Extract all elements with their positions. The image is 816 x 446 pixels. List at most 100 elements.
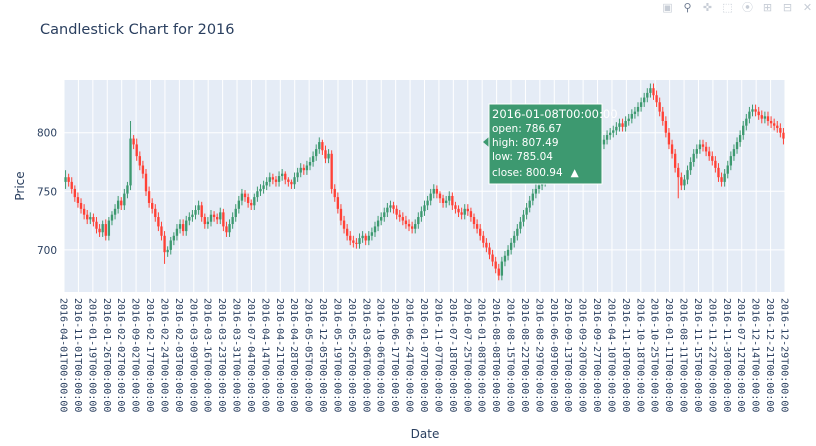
candle[interactable]: [287, 177, 290, 187]
candle[interactable]: [67, 173, 70, 187]
candle[interactable]: [751, 104, 754, 117]
candle[interactable]: [98, 224, 101, 237]
candle[interactable]: [116, 195, 120, 214]
zoom-out-icon[interactable]: ⊟: [782, 0, 793, 14]
candle[interactable]: [178, 219, 182, 234]
candle[interactable]: [129, 120, 132, 191]
candle[interactable]: [86, 210, 89, 225]
candle[interactable]: [395, 205, 398, 220]
candle[interactable]: [259, 184, 262, 196]
candle[interactable]: [698, 139, 702, 154]
candle[interactable]: [290, 179, 293, 189]
candle[interactable]: [141, 160, 145, 179]
candle[interactable]: [398, 210, 401, 222]
candle[interactable]: [621, 118, 624, 132]
candle[interactable]: [503, 251, 507, 267]
candle[interactable]: [704, 142, 708, 157]
candle[interactable]: [104, 219, 107, 241]
candle[interactable]: [308, 157, 312, 171]
candle[interactable]: [389, 200, 392, 213]
candle[interactable]: [677, 163, 680, 199]
candle[interactable]: [766, 111, 770, 126]
candle[interactable]: [426, 195, 429, 211]
candle[interactable]: [79, 198, 83, 214]
candle[interactable]: [181, 219, 185, 236]
candle[interactable]: [228, 219, 231, 237]
candle[interactable]: [92, 213, 95, 227]
candle[interactable]: [209, 210, 213, 227]
candle[interactable]: [485, 238, 488, 253]
candle[interactable]: [420, 206, 423, 222]
candle[interactable]: [113, 204, 117, 220]
candle[interactable]: [166, 246, 169, 257]
candle[interactable]: [315, 144, 318, 161]
candle[interactable]: [779, 123, 782, 138]
candle[interactable]: [265, 177, 268, 191]
candle[interactable]: [268, 172, 271, 187]
candle[interactable]: [482, 231, 485, 248]
candle[interactable]: [448, 191, 451, 206]
candle[interactable]: [237, 195, 241, 214]
candle[interactable]: [132, 135, 135, 150]
candle[interactable]: [522, 210, 525, 227]
candle[interactable]: [352, 235, 355, 248]
candle[interactable]: [280, 169, 284, 181]
candle[interactable]: [754, 104, 757, 117]
candle[interactable]: [454, 201, 457, 214]
candle[interactable]: [414, 219, 417, 234]
candle[interactable]: [82, 204, 86, 220]
candle[interactable]: [225, 221, 228, 237]
candle[interactable]: [144, 169, 148, 196]
candle[interactable]: [203, 213, 206, 229]
candle[interactable]: [386, 202, 389, 218]
candle[interactable]: [191, 210, 194, 222]
candle[interactable]: [670, 139, 674, 159]
candle[interactable]: [296, 167, 299, 182]
candle[interactable]: [497, 263, 500, 281]
candle[interactable]: [655, 90, 658, 107]
candle[interactable]: [342, 215, 346, 234]
candle[interactable]: [708, 146, 711, 161]
candle[interactable]: [383, 207, 386, 222]
candle[interactable]: [745, 113, 748, 131]
candle[interactable]: [330, 150, 333, 194]
candle[interactable]: [284, 171, 287, 185]
candle[interactable]: [231, 212, 234, 229]
candle[interactable]: [160, 221, 163, 241]
candle[interactable]: [602, 135, 606, 150]
candle[interactable]: [64, 170, 67, 189]
candle[interactable]: [605, 130, 609, 145]
candle[interactable]: [361, 231, 364, 243]
candle[interactable]: [460, 207, 463, 220]
pan-icon[interactable]: ✜: [702, 0, 713, 14]
candle[interactable]: [355, 238, 358, 249]
candle[interactable]: [302, 164, 305, 175]
box-select-icon[interactable]: ⬚: [722, 0, 733, 14]
candle[interactable]: [311, 151, 315, 167]
candle[interactable]: [479, 224, 482, 241]
candle[interactable]: [327, 149, 330, 164]
candle[interactable]: [299, 163, 302, 178]
candle[interactable]: [147, 186, 151, 208]
candle[interactable]: [364, 233, 367, 246]
candle[interactable]: [441, 194, 445, 208]
candle[interactable]: [451, 192, 454, 211]
candle[interactable]: [782, 128, 785, 145]
candle[interactable]: [723, 169, 726, 187]
candle[interactable]: [769, 116, 773, 129]
candle[interactable]: [256, 186, 259, 202]
candle[interactable]: [627, 113, 630, 126]
candle[interactable]: [175, 224, 179, 241]
candle[interactable]: [667, 128, 671, 150]
camera-icon[interactable]: ▣: [662, 0, 673, 14]
candle[interactable]: [70, 177, 73, 194]
candle[interactable]: [742, 120, 745, 140]
candle[interactable]: [686, 165, 689, 185]
candle[interactable]: [123, 188, 126, 211]
candle[interactable]: [423, 200, 426, 216]
candle[interactable]: [776, 120, 779, 133]
candle[interactable]: [370, 227, 374, 241]
candle[interactable]: [689, 157, 692, 175]
candle[interactable]: [438, 191, 442, 203]
candle[interactable]: [401, 212, 405, 226]
